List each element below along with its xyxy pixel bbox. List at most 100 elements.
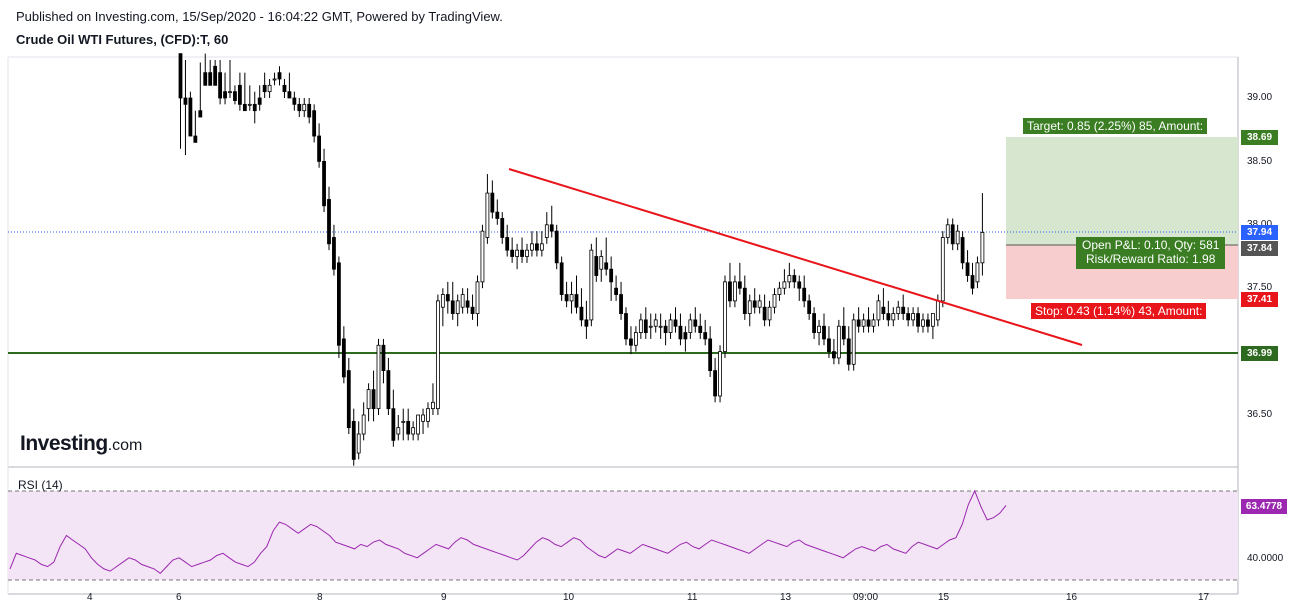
candle-body — [351, 420, 356, 460]
candle-body — [292, 97, 297, 105]
candle-body — [252, 103, 257, 112]
x-tick-15: 15 — [938, 592, 950, 603]
candle-body — [198, 110, 203, 118]
candle-body — [272, 78, 277, 81]
candle-body — [960, 237, 965, 264]
candle-body — [183, 97, 188, 105]
candle-body — [421, 414, 425, 422]
x-tick-10: 10 — [563, 592, 575, 603]
candle-body — [683, 332, 688, 340]
target-zone[interactable] — [1006, 137, 1238, 245]
candle-body — [594, 256, 599, 276]
published-info: Published on Investing.com, 15/Sep/2020 … — [16, 9, 503, 24]
candle-body — [723, 281, 727, 352]
candle-body — [341, 338, 346, 378]
candle-body — [935, 300, 940, 321]
candle-body — [787, 275, 792, 283]
candle-body — [752, 300, 757, 308]
candle-body — [317, 135, 322, 162]
candle-body — [970, 275, 975, 289]
candle-body — [332, 237, 336, 270]
candle-body — [574, 294, 579, 308]
price-tick-36-5: 36.50 — [1247, 409, 1273, 420]
trendline[interactable] — [508, 168, 1083, 346]
candle-body — [634, 332, 638, 346]
candle-body — [218, 72, 223, 99]
candle-body — [599, 256, 604, 270]
candle-body — [757, 300, 762, 308]
pnl-text: Open P&L: 0.10, Qty: 581 — [1082, 238, 1220, 252]
candle-body — [228, 91, 232, 94]
candle-body — [282, 84, 287, 93]
rsi-tick-40: 40.0000 — [1247, 553, 1284, 564]
candle-body — [940, 237, 945, 302]
candle-body — [648, 325, 653, 328]
candle-body — [866, 319, 871, 327]
candle-body — [713, 370, 717, 397]
candle-body — [629, 338, 633, 346]
candle-body — [861, 319, 866, 327]
candle-body — [490, 192, 495, 213]
candle-body — [604, 262, 609, 270]
x-tick-0900: 09:00 — [853, 592, 879, 603]
candle-body — [247, 103, 252, 106]
candle-body — [846, 338, 851, 365]
target-price-label: 38.69 — [1241, 130, 1278, 145]
candle-body — [475, 281, 480, 314]
x-tick-13: 13 — [780, 592, 792, 603]
candle-body — [371, 389, 376, 410]
candle-body — [406, 420, 411, 435]
candle-body — [376, 344, 381, 410]
stop-price-label: 37.41 — [1241, 292, 1278, 307]
candle-body — [554, 230, 559, 264]
candle-body — [233, 91, 237, 101]
candle-body — [346, 370, 351, 429]
candle-body — [767, 306, 772, 321]
candle-body — [356, 433, 361, 454]
candle-body — [445, 294, 450, 302]
candle-body — [277, 72, 282, 80]
candle-body — [515, 249, 519, 257]
candle-body — [312, 110, 317, 137]
candle-body — [643, 319, 648, 333]
candle-body — [906, 313, 911, 321]
candle-body — [267, 84, 272, 93]
candle-body — [307, 103, 312, 118]
price-tick-38-5: 38.50 — [1247, 156, 1273, 167]
candle-body — [747, 300, 752, 314]
candle-body — [950, 224, 955, 245]
x-tick-4: 4 — [87, 592, 93, 603]
candle-body — [480, 230, 485, 283]
candle-body — [426, 408, 430, 422]
candle-body — [742, 287, 747, 314]
candle-body — [856, 319, 861, 327]
candle-body — [465, 300, 470, 308]
candle-body — [678, 325, 683, 340]
candle-body — [673, 319, 678, 327]
candle-body — [549, 224, 554, 232]
candle-body — [544, 224, 549, 238]
candle-body — [812, 313, 816, 333]
candle-body — [663, 325, 668, 333]
candle-body — [223, 91, 227, 99]
candle-body — [733, 281, 737, 302]
risk-reward-text: Risk/Reward Ratio: 1.98 — [1086, 252, 1216, 266]
rsi-band — [8, 491, 1238, 580]
x-tick-9: 9 — [441, 592, 447, 603]
candle-body — [916, 313, 920, 327]
target-text: Target: 0.85 (2.25%) 85, Amount: — [1023, 118, 1208, 134]
candle-body — [505, 237, 510, 251]
candle-body — [836, 325, 841, 359]
investing-logo: Investing.com — [20, 432, 142, 456]
candle-body — [396, 427, 401, 435]
candle-body — [797, 281, 802, 289]
candle-body — [460, 294, 465, 308]
candle-body — [440, 294, 445, 308]
x-tick-16: 16 — [1066, 592, 1078, 603]
x-tick-11: 11 — [687, 592, 698, 603]
candle-body — [450, 300, 455, 314]
logo-suffix: .com — [107, 437, 143, 454]
x-tick-17: 17 — [1198, 592, 1210, 603]
candle-body — [262, 84, 267, 93]
logo-main: Investing — [20, 432, 108, 455]
